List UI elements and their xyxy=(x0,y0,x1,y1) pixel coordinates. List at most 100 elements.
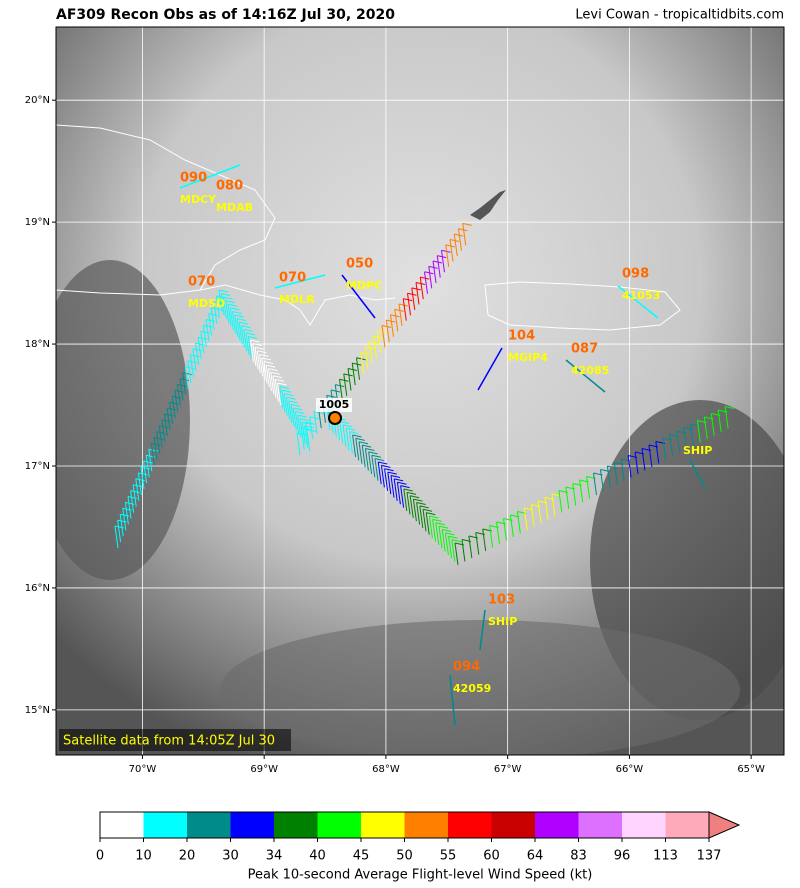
wind-barb xyxy=(409,495,414,518)
wind-barb xyxy=(362,444,372,448)
coastline xyxy=(484,281,681,331)
wind-barb xyxy=(368,451,373,474)
aircraft-icon xyxy=(470,190,506,220)
wind-barb xyxy=(288,400,298,404)
wind-barb xyxy=(429,515,439,519)
wind-barb xyxy=(403,488,408,512)
wind-barb xyxy=(441,250,445,273)
wind-barb xyxy=(261,357,271,361)
wind-barb xyxy=(254,347,259,370)
wind-barb xyxy=(509,514,514,538)
wind-barb xyxy=(390,314,394,337)
wind-barb xyxy=(428,265,438,269)
wind-barb xyxy=(374,458,379,481)
wind-barb xyxy=(648,444,653,468)
wind-barb xyxy=(169,402,174,425)
wind-barb xyxy=(453,234,458,257)
wind-barb xyxy=(374,458,385,462)
wind-barb xyxy=(468,535,473,559)
wind-barb xyxy=(347,368,352,391)
station-name: SHIP xyxy=(488,615,517,628)
wind-barb xyxy=(351,363,356,386)
wind-barb xyxy=(281,390,286,413)
wind-barb xyxy=(655,441,660,464)
wind-barb xyxy=(634,451,639,475)
wind-barb xyxy=(215,295,220,318)
colorbar-patch xyxy=(535,812,579,838)
wind-barb xyxy=(662,437,667,461)
wind-barb xyxy=(250,339,254,363)
y-tick-label: 17°N xyxy=(25,461,50,472)
wind-barb xyxy=(448,536,453,559)
wind-barb xyxy=(286,396,296,400)
wind-barb xyxy=(281,389,292,393)
cloud-gap xyxy=(56,260,190,580)
wind-barb xyxy=(346,427,356,431)
station-name: MDCY xyxy=(180,193,217,206)
wind-barb xyxy=(326,394,336,398)
wind-barb xyxy=(342,424,347,447)
colorbar-patch xyxy=(491,812,535,838)
wind-barb xyxy=(406,491,417,495)
station-value: 080 xyxy=(216,179,243,194)
colorbar-tick-label: 55 xyxy=(440,849,457,864)
colorbar-patch xyxy=(361,812,405,838)
wind-barb xyxy=(259,354,263,377)
wind-barb xyxy=(620,458,625,482)
wind-barb xyxy=(257,350,267,354)
wind-barb xyxy=(272,375,277,398)
wind-barb xyxy=(516,511,521,534)
wind-barb xyxy=(122,508,127,531)
wind-barb xyxy=(176,384,181,407)
station-name: 41053 xyxy=(622,289,660,302)
wind-barb xyxy=(339,378,349,382)
wind-barb xyxy=(358,441,363,464)
wind-barb xyxy=(454,542,459,566)
wind-barb xyxy=(223,297,227,320)
wind-barb xyxy=(432,260,443,264)
wind-barb xyxy=(451,539,456,562)
wind-barb xyxy=(223,296,233,300)
wind-barb xyxy=(384,468,394,472)
wind-barb xyxy=(234,314,244,318)
colorbar-extend xyxy=(708,811,741,839)
wind-barb xyxy=(496,521,501,545)
wind-barb xyxy=(416,502,426,505)
wind-barb xyxy=(135,478,140,501)
wind-barb xyxy=(342,424,353,428)
title: AF309 Recon Obs as of 14:16Z Jul 30, 202… xyxy=(56,7,395,23)
wind-barb xyxy=(330,389,341,393)
wind-barb xyxy=(432,518,442,522)
station-name: MDPC xyxy=(346,279,382,292)
colorbar-patch xyxy=(143,812,187,838)
wind-barb xyxy=(270,372,275,395)
wind-barb xyxy=(218,289,229,293)
wind-barb xyxy=(309,416,319,420)
wind-barb xyxy=(462,222,472,226)
wind-barb xyxy=(305,421,315,425)
wind-barb xyxy=(189,354,194,377)
wind-barb xyxy=(403,488,413,492)
wind-barb xyxy=(724,406,735,409)
wind-barb xyxy=(263,361,274,364)
wind-barb xyxy=(437,255,447,259)
wind-barb xyxy=(606,465,611,489)
wind-barb xyxy=(400,485,410,489)
colorbar-patch xyxy=(274,812,318,838)
station-value: 050 xyxy=(346,257,373,272)
wind-barb xyxy=(296,432,307,436)
colorbar-patch xyxy=(100,812,144,838)
wind-barb xyxy=(384,468,389,491)
wind-barb xyxy=(482,528,487,552)
station-value: 103 xyxy=(488,593,515,608)
wind-barb xyxy=(371,455,376,478)
wind-barb xyxy=(179,378,184,401)
colorbar-patch xyxy=(230,812,274,838)
coastline xyxy=(56,124,276,296)
station-name: 42085 xyxy=(571,364,609,377)
station-name: MGIP4 xyxy=(508,351,548,364)
wind-barb xyxy=(424,271,428,294)
y-tick-label: 18°N xyxy=(25,339,50,350)
wind-barb xyxy=(127,496,132,519)
